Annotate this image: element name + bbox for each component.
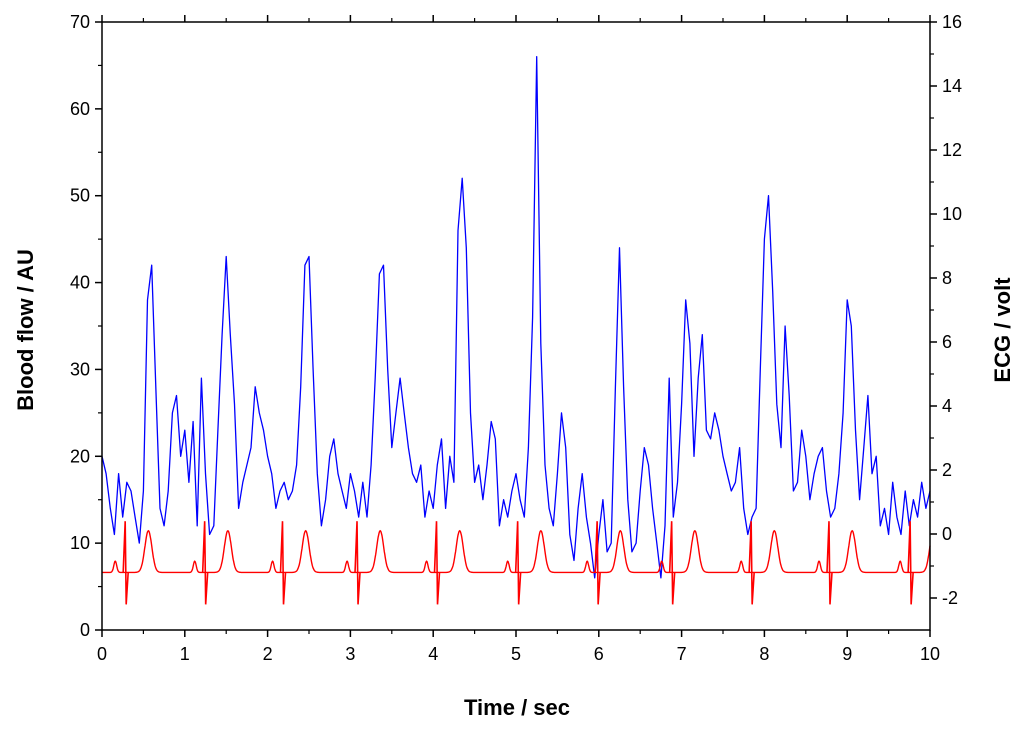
x-tick-label: 3 xyxy=(345,644,355,664)
ecg-qrs-spike xyxy=(668,521,676,605)
x-tick-label: 8 xyxy=(759,644,769,664)
y-tick-label: 30 xyxy=(70,359,90,379)
ecg-qrs-spike xyxy=(122,521,129,605)
y2-tick-label: 12 xyxy=(942,140,962,160)
x-tick-label: 6 xyxy=(594,644,604,664)
y2-tick-label: 6 xyxy=(942,332,952,352)
y-tick-label: 50 xyxy=(70,186,90,206)
ecg-qrs-spike xyxy=(907,521,914,605)
y-tick-label: 60 xyxy=(70,99,90,119)
x-tick-label: 9 xyxy=(842,644,852,664)
x-tick-label: 0 xyxy=(97,644,107,664)
y-tick-label: 20 xyxy=(70,446,90,466)
x-tick-label: 7 xyxy=(677,644,687,664)
y2-tick-label: 8 xyxy=(942,268,952,288)
y2-tick-label: 14 xyxy=(942,76,962,96)
x-tick-label: 1 xyxy=(180,644,190,664)
y2-axis-title: ECG / volt xyxy=(990,277,1015,383)
y-tick-label: 40 xyxy=(70,273,90,293)
x-tick-label: 10 xyxy=(920,644,940,664)
ecg-qrs-spike xyxy=(748,521,755,605)
ecg-qrs-spike xyxy=(279,521,287,605)
ecg-qrs-spike xyxy=(433,521,441,605)
x-axis-title: Time / sec xyxy=(464,695,570,720)
y2-tick-label: -2 xyxy=(942,588,958,608)
x-tick-label: 2 xyxy=(263,644,273,664)
x-tick-label: 5 xyxy=(511,644,521,664)
y-axis-title: Blood flow / AU xyxy=(13,249,38,411)
blood-flow-line xyxy=(101,56,931,579)
y-tick-label: 70 xyxy=(70,12,90,32)
series-layer xyxy=(101,56,931,605)
y-tick-label: 10 xyxy=(70,533,90,553)
y2-tick-label: 2 xyxy=(942,460,952,480)
ecg-qrs-spike xyxy=(826,521,833,605)
y2-tick-label: 0 xyxy=(942,524,952,544)
ecg-qrs-spike xyxy=(594,521,601,605)
y2-tick-label: 10 xyxy=(942,204,962,224)
ecg-qrs-spike xyxy=(514,521,522,605)
y2-tick-label: 16 xyxy=(942,12,962,32)
axes-layer: 0 1 2 3 4 5 6 7 8 9 10010203040506070-202468101214… xyxy=(70,12,962,664)
ecg-qrs-spike xyxy=(354,521,361,605)
ecg-qrs-spike xyxy=(201,521,209,605)
y2-tick-label: 4 xyxy=(942,396,952,416)
x-tick-label: 4 xyxy=(428,644,438,664)
y-tick-label: 0 xyxy=(80,620,90,640)
